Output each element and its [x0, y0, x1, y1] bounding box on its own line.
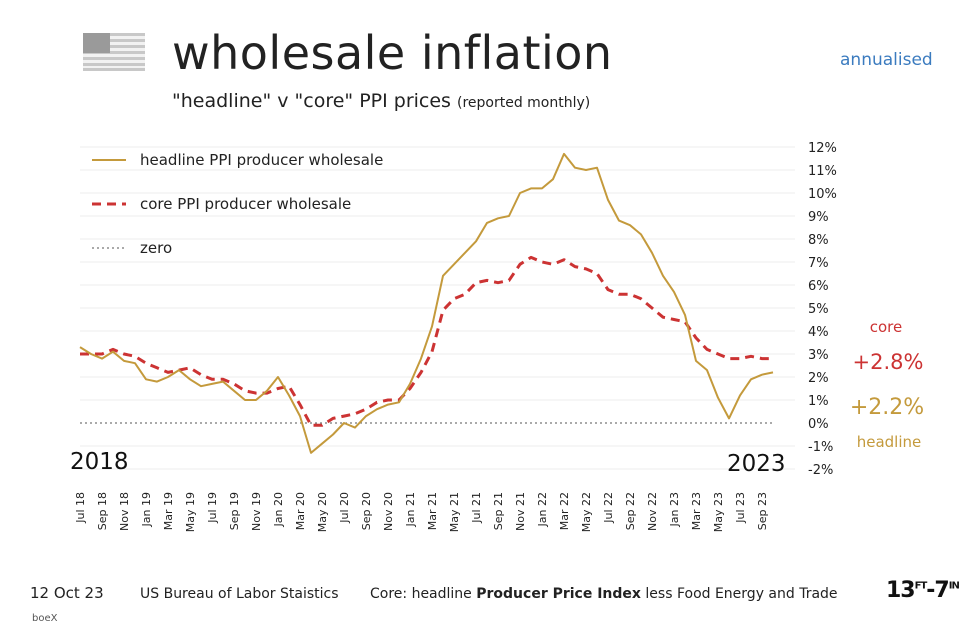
y-tick-label: 11% — [808, 164, 837, 179]
core-current-value: +2.8% — [853, 350, 924, 374]
y-tick-label: 3% — [808, 348, 829, 363]
x-tick-label: Sep 23 — [756, 492, 769, 530]
x-tick-label: May 22 — [580, 492, 593, 532]
x-tick-label: Sep 22 — [624, 492, 637, 530]
annualised-label: annualised — [840, 50, 933, 70]
page-title: wholesale inflation — [172, 26, 613, 80]
x-tick-label: Jan 20 — [272, 492, 285, 527]
x-tick-label: Jan 21 — [404, 492, 417, 527]
x-tick-label: Nov 20 — [382, 492, 395, 531]
x-tick-label: Nov 21 — [514, 492, 527, 531]
x-tick-label: May 20 — [316, 492, 329, 532]
x-tick-label: Jul 19 — [206, 492, 219, 524]
x-tick-label: Jul 21 — [470, 492, 483, 524]
footer-source: US Bureau of Labor Staistics — [140, 586, 339, 602]
footer-date: 12 Oct 23 — [30, 584, 104, 602]
x-tick-label: Jan 22 — [536, 492, 549, 527]
x-tick-label: Jul 20 — [338, 492, 351, 524]
y-tick-label: 4% — [808, 325, 829, 340]
brand-sup-a: FT — [914, 580, 928, 592]
x-tick-label: Mar 23 — [690, 492, 703, 530]
x-tick-label: Nov 19 — [250, 492, 263, 531]
legend-core-label: core PPI producer wholesale — [140, 195, 351, 213]
brand-a: 13 — [886, 578, 916, 603]
y-tick-label: 12% — [808, 141, 837, 156]
y-tick-label: 2% — [808, 371, 829, 386]
us-flag-icon — [83, 33, 145, 71]
brand-b: 7 — [934, 578, 949, 603]
brand-sup-b: IN — [948, 580, 960, 592]
note-bold: Producer Price Index — [476, 586, 641, 602]
x-tick-label: Sep 21 — [492, 492, 505, 530]
subtitle-main: "headline" v "core" PPI prices — [172, 90, 457, 112]
y-tick-label: 10% — [808, 187, 837, 202]
x-tick-label: Jan 19 — [140, 492, 153, 527]
y-tick-label: -1% — [808, 440, 833, 455]
chart-subtitle: "headline" v "core" PPI prices (reported… — [172, 90, 590, 112]
x-tick-label: Nov 18 — [118, 492, 131, 531]
x-tick-label: May 19 — [184, 492, 197, 532]
brand-logo: 13FT-7IN — [886, 578, 960, 603]
x-tick-label: Jul 23 — [734, 492, 747, 524]
legend-zero-label: zero — [140, 239, 172, 257]
x-tick-label: Jul 18 — [74, 492, 87, 524]
end-year-label: 2023 — [727, 451, 786, 477]
headline-current-value: +2.2% — [850, 395, 924, 420]
headline-tag: headline — [857, 433, 922, 451]
footer-note: Core: headline Producer Price Index less… — [370, 586, 838, 602]
x-tick-label: Sep 19 — [228, 492, 241, 530]
subtitle-small: (reported monthly) — [456, 95, 591, 111]
note-prefix: Core: headline — [370, 586, 477, 602]
x-tick-label: Mar 22 — [558, 492, 571, 530]
x-tick-label: Nov 22 — [646, 492, 659, 531]
core-series-line — [80, 255, 773, 427]
legend-headline-label: headline PPI producer wholesale — [140, 151, 383, 169]
x-tick-label: Jan 23 — [668, 492, 681, 527]
y-tick-label: 0% — [808, 417, 829, 432]
x-tick-label: Sep 20 — [360, 492, 373, 530]
y-tick-label: 1% — [808, 394, 829, 409]
y-tick-label: 5% — [808, 302, 829, 317]
y-tick-label: -2% — [808, 463, 833, 478]
x-tick-label: Sep 18 — [96, 492, 109, 530]
y-tick-label: 7% — [808, 256, 829, 271]
x-tick-label: May 21 — [448, 492, 461, 532]
y-tick-label: 6% — [808, 279, 829, 294]
core-tag: core — [870, 318, 903, 336]
headline-series-line — [79, 152, 774, 454]
credit-label: boeX — [32, 613, 58, 624]
x-tick-label: Mar 19 — [162, 492, 175, 530]
x-tick-label: Jul 22 — [602, 492, 615, 524]
y-tick-label: 9% — [808, 210, 829, 225]
y-tick-label: 8% — [808, 233, 829, 248]
x-tick-label: Mar 20 — [294, 492, 307, 530]
start-year-label: 2018 — [70, 449, 129, 475]
x-tick-label: Mar 21 — [426, 492, 439, 530]
x-tick-label: May 23 — [712, 492, 725, 532]
note-suffix: less Food Energy and Trade — [640, 586, 838, 602]
